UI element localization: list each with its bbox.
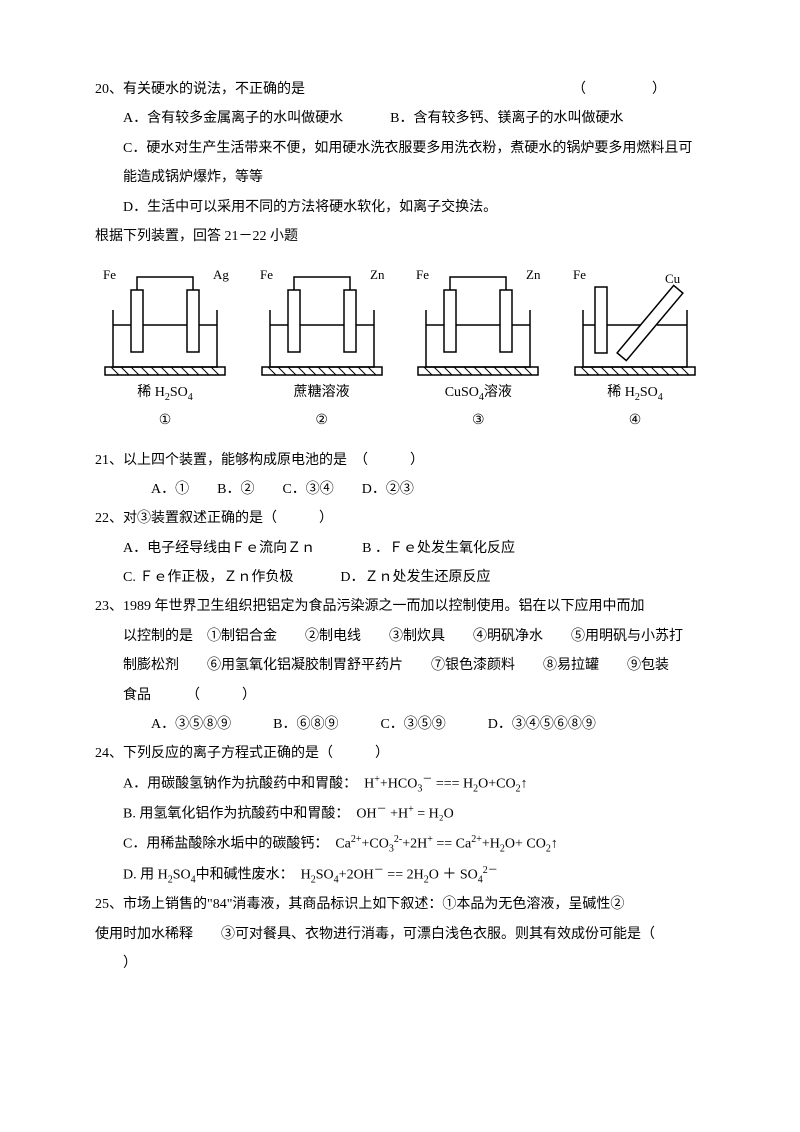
cell-1-right: Ag bbox=[213, 267, 229, 282]
q20-row-ab: A．含有较多金属离子的水叫做硬水 B．含有较多钙、镁离子的水叫做硬水 bbox=[95, 104, 705, 133]
q22-a: A．电子经导线由Ｆｅ流向Ｚｎ bbox=[123, 541, 315, 556]
diagram-nums: ① ② ③ ④ bbox=[95, 406, 705, 435]
cell-1-svg: Fe Ag bbox=[95, 265, 235, 380]
q24-stem: 24、下列反应的离子方程式正确的是（ ） bbox=[95, 739, 705, 768]
q21-stem: 21、以上四个装置，能够构成原电池的是 （ ） bbox=[95, 446, 705, 475]
cell-3-svg: Fe Zn bbox=[408, 265, 548, 380]
q25-l3: ） bbox=[95, 949, 705, 978]
q22-row-ab: A．电子经导线由Ｆｅ流向Ｚｎ B ．Ｆｅ处发生氧化反应 bbox=[95, 534, 705, 563]
q25-l1: 25、市场上销售的"84"消毒液，其商品标识上如下叙述：①本品为无色溶液，呈碱性… bbox=[95, 890, 705, 919]
q22-c: C. Ｆｅ作正极，Ｚｎ作负极 bbox=[123, 570, 293, 585]
cell-4-svg: Fe Cu bbox=[565, 265, 705, 380]
cell-2: Fe Zn bbox=[252, 265, 392, 380]
cell-4: Fe Cu bbox=[565, 265, 705, 380]
q22-row-cd: C. Ｆｅ作正极，Ｚｎ作负极 D．Ｚｎ处发生还原反应 bbox=[95, 563, 705, 592]
q24-c: C．用稀盐酸除水垢中的碳酸钙： Ca2++CO32-+2H+ == Ca2++H… bbox=[95, 829, 705, 859]
q22-b: B ．Ｆｅ处发生氧化反应 bbox=[362, 541, 515, 556]
cell-4-right: Cu bbox=[665, 271, 681, 286]
q20-d: D．生活中可以采用不同的方法将硬水软化，如离子交换法。 bbox=[95, 193, 705, 222]
cell-4-num: ④ bbox=[565, 406, 705, 435]
diagram-labels: 稀 H2SO4 蔗糖溶液 CuSO4溶液 稀 H2SO4 bbox=[95, 384, 705, 404]
q22-d: D．Ｚｎ处发生还原反应 bbox=[340, 570, 490, 585]
q23-l2: 以控制的是 ①制铝合金 ②制电线 ③制炊具 ④明矾净水 ⑤用明矾与小苏打 bbox=[95, 622, 705, 651]
q23-opts: A．③⑤⑧⑨ B．⑥⑧⑨ C．③⑤⑨ D．③④⑤⑥⑧⑨ bbox=[95, 710, 705, 739]
q23-l4: 食品 （ ） bbox=[95, 681, 705, 710]
q20-c: C．硬水对生产生活带来不便，如用硬水洗衣服要多用洗衣粉，煮硬水的锅炉要多用燃料且… bbox=[95, 134, 705, 193]
q25-l2: 使用时加水稀释 ③可对餐具、衣物进行消毒，可漂白浅色衣服。则其有效成份可能是（ bbox=[95, 920, 705, 949]
q20-b: B．含有较多钙、镁离子的水叫做硬水 bbox=[390, 111, 623, 126]
cell-3: Fe Zn bbox=[408, 265, 548, 380]
cell-2-left: Fe bbox=[260, 267, 273, 282]
q22-stem: 22、对③装置叙述正确的是（ ） bbox=[95, 504, 705, 533]
cell-3-num: ③ bbox=[408, 406, 548, 435]
q20-stem-text: 20、有关硬水的说法，不正确的是 bbox=[95, 82, 305, 97]
cell-2-num: ② bbox=[252, 406, 392, 435]
q20-stem: 20、有关硬水的说法，不正确的是 （ ） bbox=[95, 75, 705, 104]
q23-l3: 制膨松剂 ⑥用氢氧化铝凝胶制胃舒平药片 ⑦银色漆颜料 ⑧易拉罐 ⑨包装 bbox=[95, 651, 705, 680]
cell-2-label: 蔗糖溶液 bbox=[252, 384, 392, 404]
q24-b: B. 用氢氧化铝作为抗酸药中和胃酸： OH－ +H+ = H₂O bbox=[95, 799, 705, 829]
q20-a: A．含有较多金属离子的水叫做硬水 bbox=[123, 111, 343, 126]
cell-2-svg: Fe Zn bbox=[252, 265, 392, 380]
q21-opts: A．① B．② C．③④ D．②③ bbox=[95, 475, 705, 504]
cell-1-num: ① bbox=[95, 406, 235, 435]
cell-4-label: 稀 H2SO4 bbox=[565, 384, 705, 404]
cell-1-label: 稀 H2SO4 bbox=[95, 384, 235, 404]
cell-2-right: Zn bbox=[370, 267, 385, 282]
cell-3-right: Zn bbox=[526, 267, 541, 282]
cell-4-left: Fe bbox=[573, 267, 586, 282]
q23-l1: 23、1989 年世界卫生组织把铝定为食品污染源之一而加以控制使用。铝在以下应用… bbox=[95, 592, 705, 621]
q20-blank: （ ） bbox=[572, 82, 672, 97]
cell-1: Fe Ag bbox=[95, 265, 235, 380]
cell-3-left: Fe bbox=[416, 267, 429, 282]
cell-1-left: Fe bbox=[103, 267, 116, 282]
cell-3-label: CuSO4溶液 bbox=[408, 384, 548, 404]
q24-d: D. 用 H2SO4中和碱性废水： H2SO4+2OH－ == 2H2O ＋ S… bbox=[95, 860, 705, 890]
q24-a: A．用碳酸氢钠作为抗酸药中和胃酸： H++HCO3－ === H2O+CO2↑ bbox=[95, 769, 705, 799]
diagram-intro: 根据下列装置，回答 21－22 小题 bbox=[95, 222, 705, 251]
diagram-row: Fe Ag bbox=[95, 265, 705, 380]
